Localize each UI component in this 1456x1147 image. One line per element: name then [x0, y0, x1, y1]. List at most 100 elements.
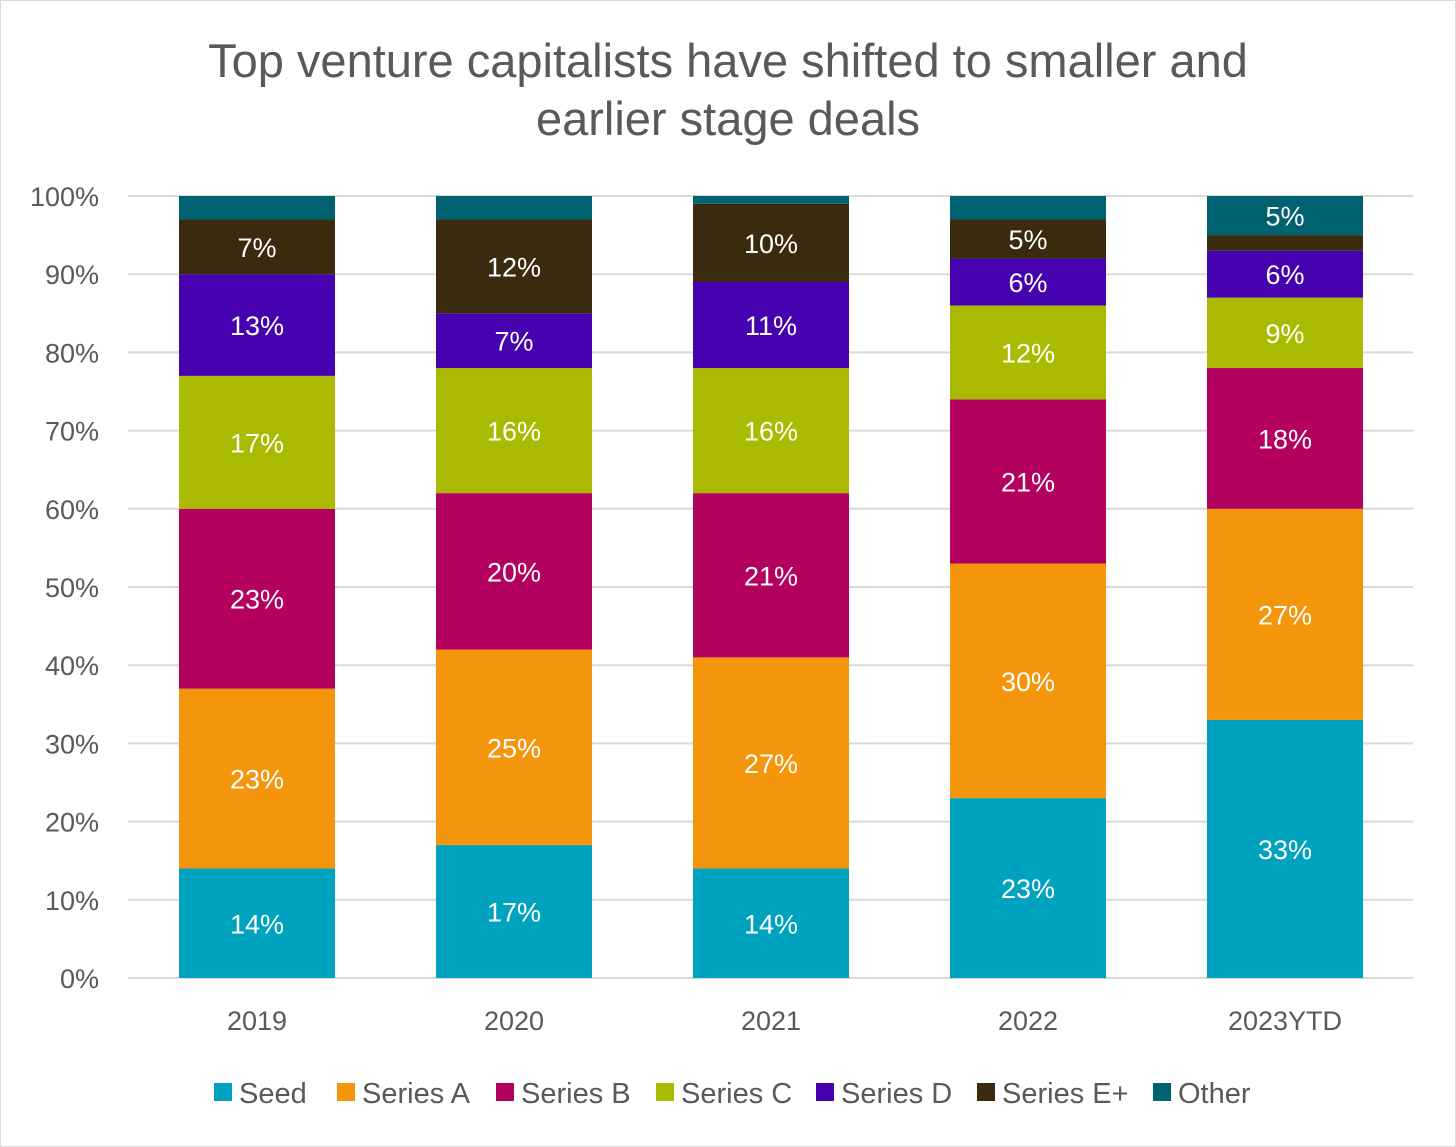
chart-title-line-2: earlier stage deals — [535, 92, 921, 145]
data-label: 16% — [744, 417, 798, 447]
bar-segment — [693, 203, 849, 283]
bar-segment — [1207, 719, 1363, 978]
legend-label: Seed — [239, 1078, 307, 1110]
data-labels: 14% 23% 23% 17% 13% 7% 17% 25% 20% 16% 7% 12% 14% 27%… — [230, 202, 1312, 940]
bar-segment — [693, 493, 849, 658]
data-label: 21% — [1001, 467, 1055, 497]
chart-title-line-1: Top venture capitalists have shifted to … — [208, 34, 1248, 87]
data-label: 33% — [1258, 835, 1312, 865]
y-tick-label: 50% — [45, 573, 99, 603]
data-label: 12% — [487, 252, 541, 282]
bar-segment — [1207, 235, 1363, 251]
x-tick-label: 2023YTD — [1228, 1006, 1342, 1036]
bar-segment — [179, 868, 335, 978]
data-label: 12% — [1001, 338, 1055, 368]
bar-segment — [179, 274, 335, 376]
y-tick-label: 100% — [30, 182, 99, 212]
data-label: 18% — [1258, 424, 1312, 454]
bar-segment — [950, 563, 1106, 799]
data-label: 7% — [237, 233, 276, 263]
y-tick-label: 70% — [45, 417, 99, 447]
legend-label: Series D — [841, 1078, 952, 1110]
data-label: 7% — [494, 327, 533, 357]
y-tick-label: 90% — [45, 260, 99, 290]
bar-segment — [1207, 368, 1363, 509]
data-label: 27% — [744, 749, 798, 779]
bar-segment — [179, 688, 335, 869]
bar-segment — [436, 493, 592, 650]
legend-swatch — [337, 1083, 355, 1101]
bar-segment — [436, 845, 592, 978]
bar-segment — [950, 798, 1106, 978]
y-tick-label: 30% — [45, 729, 99, 759]
x-tick-label: 2020 — [484, 1006, 544, 1036]
legend-swatch — [656, 1083, 674, 1101]
bar-segment — [950, 219, 1106, 259]
y-tick-label: 60% — [45, 495, 99, 525]
data-label: 16% — [487, 417, 541, 447]
data-label: 23% — [230, 765, 284, 795]
bar-segment — [179, 219, 335, 275]
legend: Seed Series A Series B Series C Series D Seri… — [214, 1078, 1251, 1110]
data-label: 11% — [745, 311, 797, 341]
bar-segment — [179, 375, 335, 509]
data-label: 25% — [487, 733, 541, 763]
bar-segment — [436, 219, 592, 314]
legend-swatch — [977, 1083, 995, 1101]
x-axis-ticks: 2019 2020 2021 2022 2023YTD — [227, 1006, 1342, 1036]
bar-segment — [1207, 250, 1363, 298]
legend-label: Series B — [521, 1078, 631, 1110]
x-tick-label: 2019 — [227, 1006, 287, 1036]
bar-segment — [693, 368, 849, 494]
y-tick-label: 20% — [45, 808, 99, 838]
legend-swatch — [816, 1083, 834, 1101]
legend-label: Series C — [681, 1078, 792, 1110]
y-tick-label: 80% — [45, 338, 99, 368]
data-label: 27% — [1258, 600, 1312, 630]
bar-segment — [179, 196, 335, 220]
y-tick-label: 40% — [45, 651, 99, 681]
bar-segment — [436, 649, 592, 846]
data-label: 21% — [744, 561, 798, 591]
bar-segment — [693, 196, 849, 204]
legend-label: Other — [1178, 1078, 1251, 1110]
data-label: 14% — [230, 909, 284, 939]
data-label: 20% — [487, 557, 541, 587]
bar-segment — [436, 368, 592, 494]
data-label: 17% — [230, 428, 284, 458]
data-label: 5% — [1008, 225, 1047, 255]
bar-segment — [950, 258, 1106, 306]
bar-segment — [950, 196, 1106, 220]
y-tick-label: 0% — [60, 964, 99, 994]
bar-segment — [693, 868, 849, 978]
data-label: 23% — [1001, 874, 1055, 904]
bar-segment — [693, 657, 849, 869]
bar-segment — [1207, 297, 1363, 369]
data-label: 30% — [1001, 667, 1055, 697]
x-tick-label: 2021 — [741, 1006, 801, 1036]
bar-segment — [436, 313, 592, 369]
y-axis-ticks: 0% 10% 20% 30% 40% 50% 60% 70% 80% 90% 100% — [30, 182, 99, 994]
bar-segment — [436, 196, 592, 220]
bar-segment — [693, 282, 849, 369]
legend-swatch — [496, 1083, 514, 1101]
data-label: 6% — [1008, 268, 1047, 298]
bar-segment — [950, 399, 1106, 564]
bar-segment — [1207, 196, 1363, 236]
legend-swatch — [1153, 1083, 1171, 1101]
data-label: 5% — [1265, 202, 1304, 232]
chart-title: Top venture capitalists have shifted to … — [0, 32, 1456, 148]
legend-swatch — [214, 1083, 232, 1101]
data-label: 6% — [1265, 260, 1304, 290]
data-label: 14% — [744, 909, 798, 939]
bars — [179, 196, 1363, 978]
bar-segment — [950, 305, 1106, 400]
legend-label: Series A — [362, 1078, 471, 1110]
data-label: 23% — [230, 585, 284, 615]
data-label: 13% — [230, 311, 284, 341]
y-tick-label: 10% — [45, 886, 99, 916]
bar-segment — [1207, 508, 1363, 720]
x-tick-label: 2022 — [998, 1006, 1058, 1036]
bar-segment — [179, 508, 335, 689]
